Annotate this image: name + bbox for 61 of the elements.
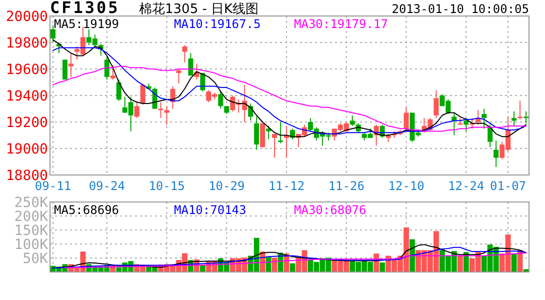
y-tick-label: 50K [22,251,49,267]
bar [463,252,469,272]
y-tick-label: 19000 [6,142,48,158]
candlestick [68,52,74,78]
candlestick [176,68,182,84]
y-tick-label: 20000 [6,9,48,25]
text: MA5:68696 [54,203,120,217]
x-tick-label: 11-26 [328,179,364,193]
bar [457,256,463,272]
candlestick [116,79,122,102]
x-tick-label: 12-10 [388,179,424,193]
bar [380,262,386,272]
y-tick-label: 250K [14,195,49,211]
candlestick [164,106,170,126]
candlestick [518,100,523,120]
candlestick [488,124,493,148]
x-tick-label: 10-29 [208,179,245,193]
candlestick [434,90,439,119]
bar [200,266,206,272]
text: MA30:68076 [294,203,366,217]
candlestick [464,118,469,132]
candlestick [482,108,487,130]
text: MA10:19167.5 [174,17,261,31]
text: MA10:70143 [174,203,246,217]
candlestick [104,56,110,80]
y-tick-label: 19200 [6,115,48,131]
series-label: MA5:19199 [54,17,120,31]
text: MA30:19179.17 [294,17,388,31]
candlestick [350,114,355,126]
candlestick [218,90,224,110]
y-tick-label: 19600 [6,62,48,78]
y-tick-label: 200K [14,209,49,225]
x-tick-label: 01-07 [490,179,526,193]
candlestick [266,125,272,140]
candlestick [140,83,146,106]
candlestick [62,59,68,80]
candlestick [278,122,284,144]
candlestick [404,106,409,130]
annotation: 2013-01-10 10:00:05 [392,2,529,16]
y-tick-label: 19800 [6,36,48,52]
candlestick [50,24,56,43]
y-tick-label: 150K [14,223,49,239]
candlestick [494,140,499,168]
chart-title: CF1305 [50,0,120,17]
x-tick-label: 10-15 [148,179,185,193]
x-tick-label: 11-12 [268,179,305,193]
candlestick [254,116,260,150]
x-tick-label: 12-24 [448,179,484,193]
candlestick [452,112,457,136]
y-tick-label: 19400 [6,88,48,104]
chart-subtitle: 棉花1305 - 日K线图 [139,2,259,17]
candlestick [512,110,517,126]
candlestick [110,64,116,80]
bar [410,239,415,272]
y-tick-label: 100K [14,237,49,253]
candlestick [182,44,188,63]
x-tick-label: 09-24 [88,179,125,193]
candlestick [272,133,278,158]
line-series [64,252,527,268]
candlestick [524,110,529,124]
candlestick [134,102,140,119]
